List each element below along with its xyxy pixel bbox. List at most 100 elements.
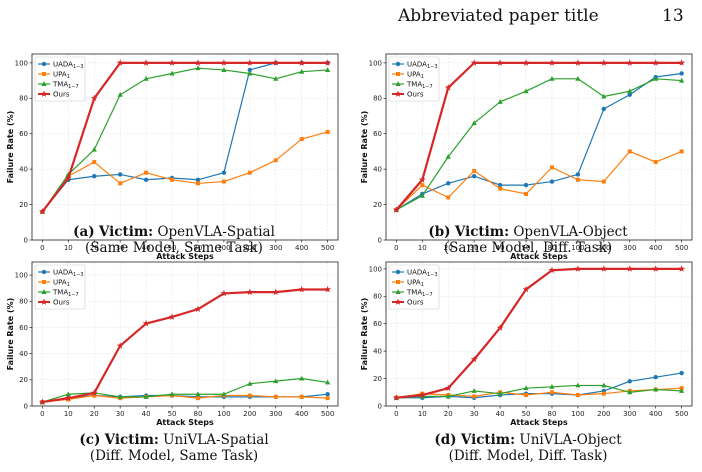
y-tick-label: 60 [373,320,382,328]
series-upa [40,129,330,214]
data-point [90,389,98,396]
legend-marker [40,90,48,97]
y-tick-label: 40 [373,348,382,356]
data-point [444,384,452,392]
legend-label-subscript: 1 [421,282,424,288]
plot-frame [31,53,339,241]
x-axis-label: Attack Steps [510,418,568,427]
series-line [41,61,328,213]
data-point [470,355,478,363]
caption-victim-label: Victim: [98,224,154,240]
x-tick-label: 50 [522,410,531,418]
data-point [418,391,426,398]
x-tick-label: 0 [40,244,44,252]
caption-subtitle: (Same Model, Diff. Task) [443,240,613,256]
x-tick-label: 500 [321,244,334,252]
data-point [221,170,227,175]
data-point [168,59,176,66]
y-tick-label: 20 [373,375,382,383]
caption-subtitle: (Diff. Model, Diff. Task) [448,448,608,464]
data-point [38,208,46,215]
chart-a: 0 20 40 60 80 100 0 10 20 30 40 50 80 100 200 300 400 500… [6,53,339,261]
data-point [418,176,426,183]
x-tick-label: 40 [496,244,505,252]
data-point [524,393,529,398]
x-tick-label: 100 [217,410,230,418]
x-tick-label: 0 [394,410,398,418]
x-tick-label: 10 [418,410,427,418]
legend-label: Ours [407,298,424,306]
legend-label-subscript: 1−7 [68,292,79,298]
y-tick-label: 0 [378,402,382,410]
caption-a: (a) Victim: OpenVLA-Spatial (Same Model,… [4,224,344,256]
data-point [195,396,200,401]
series-upa [394,149,684,212]
data-point [117,394,123,399]
legend-label-subscript: 1−7 [68,84,79,90]
caption-victim-label: Victim: [104,432,159,448]
y-tick-label: 100 [15,271,28,279]
x-tick-label: 500 [675,244,688,252]
legend-box [388,264,440,310]
legend-label: TMA1−7 [52,288,79,298]
legend-label-subscript: 1−7 [422,292,433,298]
data-point [116,342,124,349]
plot-frame [385,261,693,407]
data-point [273,394,278,399]
x-tick-label: 300 [269,410,282,418]
caption-letter: (b) [428,224,451,240]
data-point [679,77,685,83]
x-tick-label: 400 [649,410,662,418]
data-point [273,158,278,163]
x-tick-label: 0 [394,244,398,252]
x-tick-label: 40 [142,410,151,418]
y-tick-label: 0 [378,236,382,244]
legend-box [34,56,86,102]
x-tick-label: 100 [571,244,584,252]
caption-victim: UniVLA-Spatial [163,432,269,448]
data-point [523,182,529,188]
data-point [298,285,306,293]
x-tick-label: 30 [470,410,479,418]
x-tick-label: 50 [168,410,177,418]
data-point [273,378,279,384]
data-point [247,393,252,398]
legend-label: TMA1−7 [406,288,433,298]
series-line [42,377,328,403]
data-point [170,177,175,182]
caption-subtitle: (Same Model, Same Task) [85,240,263,256]
data-point [298,59,306,66]
x-tick-label: 500 [675,410,688,418]
legend-label-subscript: 1 [67,282,70,288]
data-point [653,375,658,380]
x-tick-label: 80 [194,244,203,252]
x-tick-label: 400 [295,410,308,418]
legend-marker [395,269,401,275]
series-line [42,394,328,403]
data-point [142,319,150,327]
data-point [445,153,451,159]
x-tick-label: 30 [116,410,125,418]
x-tick-label: 10 [64,244,73,252]
data-point [574,265,582,272]
series-line [396,78,682,211]
data-point [91,146,97,152]
data-point [679,370,684,376]
x-tick-label: 300 [269,244,282,252]
data-point [246,59,254,66]
data-point [653,76,659,81]
data-point [575,382,581,388]
data-point [470,59,478,66]
x-tick-label: 400 [649,244,662,252]
data-point [601,382,607,388]
data-point [600,59,608,66]
data-point [169,391,175,397]
legend-label-subscript: 1−3 [427,64,438,70]
data-point [444,84,452,91]
x-tick-label: 200 [597,244,610,252]
data-point [652,265,660,272]
x-tick-label: 80 [548,244,557,252]
series-tma [39,375,331,405]
data-point [221,179,226,184]
y-tick-label: 100 [369,59,382,67]
